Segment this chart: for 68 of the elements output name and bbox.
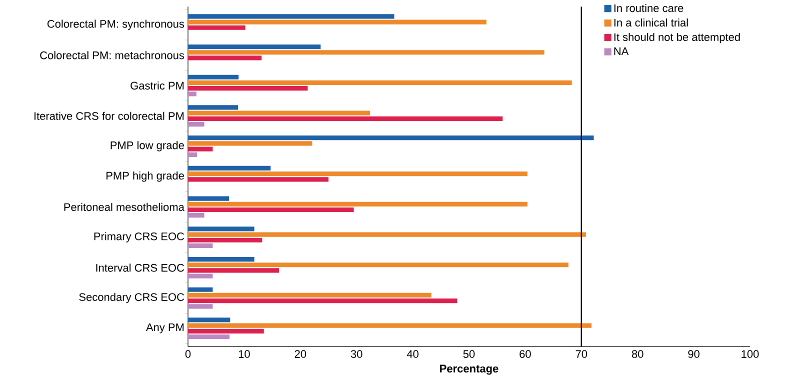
bar [188, 334, 230, 340]
y-tick-label: Colorectal PM: synchronous [47, 20, 184, 30]
bar [188, 257, 254, 262]
bar [188, 26, 246, 30]
bar [188, 329, 264, 334]
bar [188, 274, 213, 279]
bar [188, 122, 204, 127]
bar [188, 86, 308, 91]
y-tick-label: Interval CRS EOC [96, 264, 184, 272]
bar [188, 44, 321, 50]
bar [188, 20, 486, 25]
x-tick-label: 20 [294, 350, 306, 358]
bar [188, 208, 354, 212]
y-tick-label: Any PM [146, 324, 184, 334]
bar [188, 213, 204, 218]
y-tick-label: PMP high grade [106, 172, 184, 182]
bar [188, 268, 280, 273]
bar [188, 288, 213, 292]
bar [188, 80, 572, 86]
bar [188, 244, 213, 248]
legend-label: In a clinical trial [614, 18, 688, 27]
y-tick-label: Peritoneal mesothelioma [64, 203, 184, 212]
x-tick-label: 50 [463, 350, 475, 358]
bar [188, 202, 528, 207]
bar [188, 318, 230, 322]
bar [188, 136, 594, 140]
bar [188, 262, 568, 268]
x-tick-label: 90 [688, 350, 700, 358]
legend-label: In routine care [614, 4, 684, 12]
x-tick-label: 70 [576, 350, 588, 358]
y-tick-label: Colorectal PM: metachronous [40, 51, 184, 60]
bar [188, 92, 196, 96]
bar [188, 116, 503, 122]
bar [188, 177, 328, 182]
y-tick-label: Gastric PM [130, 82, 184, 90]
bar [188, 50, 544, 55]
x-tick-label: 80 [632, 350, 644, 358]
bar [188, 56, 262, 60]
bar [188, 146, 213, 152]
bar [188, 172, 528, 176]
bar [188, 166, 271, 171]
bar [188, 141, 312, 146]
bar [188, 238, 262, 243]
bar [188, 14, 394, 19]
bar [188, 323, 592, 328]
bar [188, 196, 230, 202]
x-tick-label: 30 [350, 350, 362, 358]
bar [188, 105, 238, 110]
y-tick-label: PMP low grade [110, 141, 184, 152]
bar [188, 298, 458, 304]
legend-label: It should not be attempted [614, 33, 740, 44]
x-tick-label: 10 [238, 350, 250, 358]
legend-label: NA [614, 48, 629, 56]
x-tick-label: 40 [406, 350, 418, 358]
x-axis-title: Percentage [440, 364, 498, 375]
y-tick-label: Secondary CRS EOC [79, 293, 184, 304]
bar [188, 75, 239, 80]
x-tick-label: 60 [520, 350, 531, 358]
y-tick-label: Iterative CRS for colorectal PM [34, 112, 184, 120]
y-tick-label: Primary CRS EOC [94, 232, 184, 243]
bar [188, 110, 370, 116]
x-tick-label: 0 [185, 350, 191, 358]
bar [188, 232, 586, 238]
bar [188, 152, 197, 158]
bar [188, 293, 432, 298]
x-tick-label: 100 [742, 350, 759, 358]
bar [188, 304, 213, 309]
bar [188, 226, 254, 232]
